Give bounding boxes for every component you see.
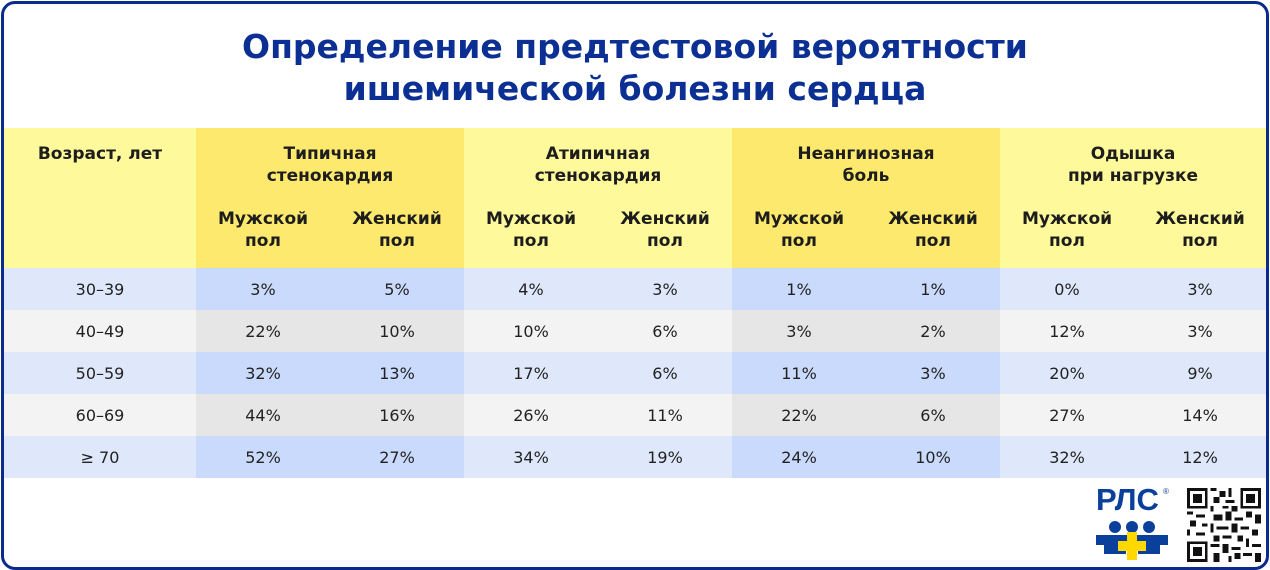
value-cell: 6% bbox=[598, 352, 732, 394]
age-cell: 30–39 bbox=[4, 268, 196, 310]
value-cell: 3% bbox=[1134, 310, 1266, 352]
value-cell: 44% bbox=[196, 394, 330, 436]
value-cell: 14% bbox=[1134, 394, 1266, 436]
title-line-2: ишемической болезни сердца bbox=[343, 69, 927, 108]
value-cell: 3% bbox=[1134, 268, 1266, 310]
header-female: Женский пол bbox=[598, 192, 732, 268]
header-male: Мужской пол bbox=[196, 192, 330, 268]
header-group-typical: Типичная стенокардия bbox=[196, 128, 464, 192]
value-cell: 24% bbox=[732, 436, 866, 478]
value-cell: 3% bbox=[732, 310, 866, 352]
table-row: 30–39 3% 5% 4% 3% 1% 1% 0% 3% bbox=[4, 268, 1266, 310]
value-cell: 17% bbox=[464, 352, 598, 394]
svg-text:РЛС: РЛС bbox=[1096, 482, 1159, 517]
value-cell: 32% bbox=[1000, 436, 1134, 478]
value-cell: 5% bbox=[330, 268, 464, 310]
header-age: Возраст, лет bbox=[4, 128, 196, 268]
value-cell: 52% bbox=[196, 436, 330, 478]
value-cell: 26% bbox=[464, 394, 598, 436]
rls-logo: РЛС ® bbox=[1096, 482, 1169, 560]
header-male: Мужской пол bbox=[732, 192, 866, 268]
value-cell: 13% bbox=[330, 352, 464, 394]
table-row: ≥ 70 52% 27% 34% 19% 24% 10% 32% 12% bbox=[4, 436, 1266, 478]
value-cell: 6% bbox=[866, 394, 1000, 436]
header-row-groups: Возраст, лет Типичная стенокардия Атипичн… bbox=[4, 128, 1266, 268]
header-male: Мужской пол bbox=[464, 192, 598, 268]
value-cell: 32% bbox=[196, 352, 330, 394]
value-cell: 10% bbox=[866, 436, 1000, 478]
value-cell: 12% bbox=[1134, 436, 1266, 478]
value-cell: 9% bbox=[1134, 352, 1266, 394]
header-group-dyspnea: Одышка при нагрузке bbox=[1000, 128, 1266, 192]
value-cell: 22% bbox=[732, 394, 866, 436]
value-cell: 27% bbox=[1000, 394, 1134, 436]
title-line-1: Определение предтестовой вероятности bbox=[242, 27, 1028, 66]
value-cell: 3% bbox=[196, 268, 330, 310]
value-cell: 6% bbox=[598, 310, 732, 352]
value-cell: 4% bbox=[464, 268, 598, 310]
value-cell: 34% bbox=[464, 436, 598, 478]
value-cell: 3% bbox=[866, 352, 1000, 394]
value-cell: 1% bbox=[732, 268, 866, 310]
header-female: Женский пол bbox=[1134, 192, 1266, 268]
value-cell: 16% bbox=[330, 394, 464, 436]
table-row: 50–59 32% 13% 17% 6% 11% 3% 20% 9% bbox=[4, 352, 1266, 394]
value-cell: 1% bbox=[866, 268, 1000, 310]
value-cell: 11% bbox=[732, 352, 866, 394]
value-cell: 22% bbox=[196, 310, 330, 352]
age-cell: 60–69 bbox=[4, 394, 196, 436]
header-row-sex: Мужской пол Женский пол Мужской пол Женский… bbox=[4, 192, 1266, 268]
value-cell: 2% bbox=[866, 310, 1000, 352]
header-female: Женский пол bbox=[330, 192, 464, 268]
value-cell: 10% bbox=[330, 310, 464, 352]
value-cell: 0% bbox=[1000, 268, 1134, 310]
age-cell: ≥ 70 bbox=[4, 436, 196, 478]
page-title: Определение предтестовой вероятности ише… bbox=[4, 26, 1266, 110]
header-male: Мужской пол bbox=[1000, 192, 1134, 268]
svg-text:®: ® bbox=[1163, 487, 1169, 496]
probability-table: Возраст, лет Типичная стенокардия Атипичн… bbox=[4, 128, 1266, 478]
age-cell: 40–49 bbox=[4, 310, 196, 352]
value-cell: 20% bbox=[1000, 352, 1134, 394]
value-cell: 12% bbox=[1000, 310, 1134, 352]
value-cell: 27% bbox=[330, 436, 464, 478]
age-cell: 50–59 bbox=[4, 352, 196, 394]
value-cell: 19% bbox=[598, 436, 732, 478]
header-group-nonanginal: Неангинозная боль bbox=[732, 128, 1000, 192]
value-cell: 3% bbox=[598, 268, 732, 310]
value-cell: 11% bbox=[598, 394, 732, 436]
header-group-atypical: Атипичная стенокардия bbox=[464, 128, 732, 192]
qr-code bbox=[1187, 488, 1261, 562]
value-cell: 10% bbox=[464, 310, 598, 352]
header-female: Женский пол bbox=[866, 192, 1000, 268]
table-row: 40–49 22% 10% 10% 6% 3% 2% 12% 3% bbox=[4, 310, 1266, 352]
table-row: 60–69 44% 16% 26% 11% 22% 6% 27% 14% bbox=[4, 394, 1266, 436]
